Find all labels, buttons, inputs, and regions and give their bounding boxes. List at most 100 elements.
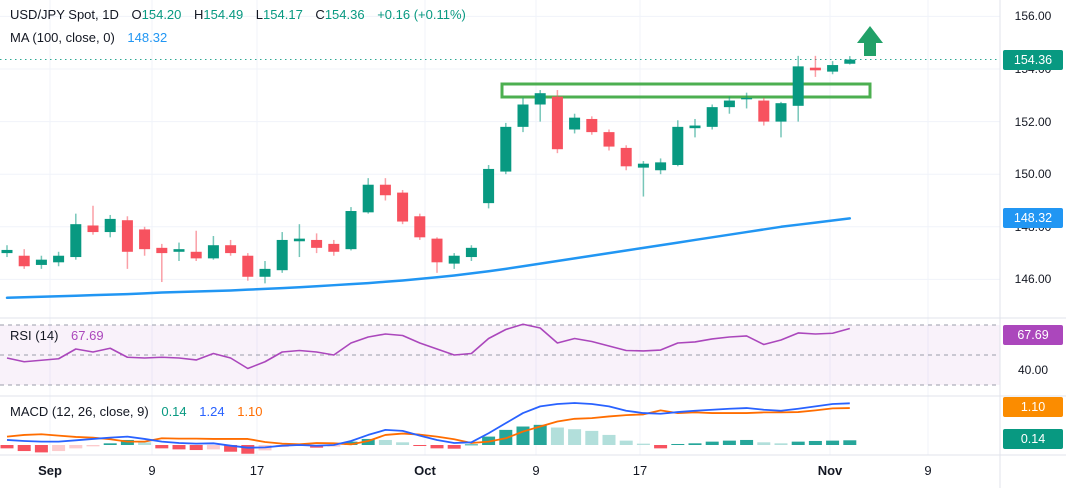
candle-body [293, 238, 305, 242]
price-axis-label: 146.00 [1014, 272, 1052, 287]
macd-hist-bar [568, 429, 582, 445]
resistance-box-annotation[interactable] [500, 82, 872, 99]
rsi-legend[interactable]: RSI (14) 67.69 [10, 328, 104, 343]
price-axis-label: 152.00 [1014, 114, 1052, 129]
macd-hist-bar [103, 443, 117, 445]
macd-signal-value: 1.10 [237, 404, 263, 419]
open-pair: O154.20 [131, 7, 182, 22]
time-axis-label: Oct [414, 463, 436, 478]
macd-hist-bar [705, 441, 719, 445]
candle-body [139, 229, 151, 250]
macd-hist-bar [843, 440, 857, 445]
price-axis-label: 156.00 [1014, 9, 1052, 24]
macd-hist-bar [550, 427, 564, 445]
last-price-badge: 154.36 [1003, 50, 1063, 70]
macd-hist-bar [430, 445, 444, 449]
candle-body [792, 66, 804, 106]
candle-body [242, 255, 254, 277]
macd-hist-bar [602, 434, 616, 445]
macd-hist-bar [740, 439, 754, 445]
macd-hist-bar [533, 424, 547, 445]
macd-hist-bar [396, 442, 410, 445]
macd-hist-bar [378, 439, 392, 445]
candle-body [483, 168, 495, 204]
macd-hist-bar [52, 445, 66, 452]
candle-body [87, 225, 99, 233]
macd-hist-bar [808, 440, 822, 445]
macd-hist-bar [34, 445, 48, 453]
rsi-value: 67.69 [71, 328, 104, 343]
ma-line [5, 217, 852, 300]
ma-legend[interactable]: MA (100, close, 0) 148.32 [10, 30, 167, 45]
ma-label: MA (100, close, 0) [10, 30, 115, 45]
time-axis-label: 9 [532, 463, 540, 478]
candle-body [311, 239, 323, 248]
macd-hist-bar [464, 444, 478, 446]
time-axis-label: 9 [148, 463, 156, 478]
rsi-axis-label: 40.00 [1017, 363, 1049, 377]
low-value: 154.17 [263, 7, 303, 22]
macd-hist-bar [0, 445, 14, 449]
macd-signal-line [6, 407, 850, 446]
macd-line-value: 1.24 [199, 404, 225, 419]
macd-hist-bar [172, 445, 186, 450]
candle-body [534, 93, 546, 105]
macd-hist-bar [654, 445, 668, 449]
time-axis-label: Nov [817, 463, 843, 478]
candle-body [620, 147, 632, 167]
time-axis-label: 17 [249, 463, 265, 478]
candle-body [741, 97, 753, 100]
price-axis-label: 150.00 [1014, 167, 1052, 182]
time-axis-label: 9 [924, 463, 932, 478]
up-arrow-annotation[interactable] [857, 26, 883, 56]
candle-body [637, 163, 649, 168]
candle-body [1, 249, 13, 254]
candle-body [104, 218, 116, 233]
macd-hist-bar [344, 441, 358, 445]
time-axis-label: 17 [632, 463, 648, 478]
macd-hist-bar [826, 440, 840, 445]
candle-body [500, 126, 512, 172]
candle-body [569, 117, 581, 130]
macd-hist-bar [447, 445, 461, 449]
macd-hist-bar [86, 445, 100, 447]
rsi-band [0, 324, 1000, 386]
candle-body [190, 251, 202, 259]
macd-hist-value: 0.14 [161, 404, 187, 419]
candle-body [827, 65, 839, 72]
macd-hist-bar [155, 445, 169, 449]
candle-body [758, 100, 770, 122]
macd-line [6, 402, 850, 449]
macd-hist-bar [757, 442, 771, 445]
symbol-legend[interactable]: USD/JPY Spot, 1D O154.20 H154.49 L154.17… [10, 7, 466, 22]
time-axis[interactable]: Sep 9 17 Oct 9 17 Nov 9 [0, 455, 1000, 488]
macd-hist-bar [206, 445, 220, 450]
candle-body [53, 255, 65, 263]
macd-legend[interactable]: MACD (12, 26, close, 9) 0.14 1.24 1.10 [10, 404, 263, 419]
symbol-name: USD/JPY Spot, 1D [10, 7, 119, 22]
ma-value: 148.32 [127, 30, 168, 45]
macd-hist-bar [189, 445, 203, 451]
macd-label: MACD (12, 26, close, 9) [10, 404, 149, 419]
candle-body [431, 238, 443, 263]
candle-body [448, 255, 460, 264]
macd-hist-bar [791, 441, 805, 445]
candles-layer [1, 55, 856, 284]
macd-hist-bar [69, 445, 83, 449]
macd-hist-bar [585, 430, 599, 445]
candle-body [586, 118, 598, 133]
candle-body [551, 96, 563, 150]
candle-body [689, 125, 701, 129]
time-axis-label: Sep [38, 463, 62, 478]
candle-body [603, 132, 615, 147]
macd-hist-bar [688, 443, 702, 445]
macd-hist-bar [413, 445, 427, 447]
candle-body [397, 192, 409, 222]
candle-body [35, 259, 47, 265]
grid-layer [0, 0, 1000, 455]
candle-body [517, 104, 529, 127]
